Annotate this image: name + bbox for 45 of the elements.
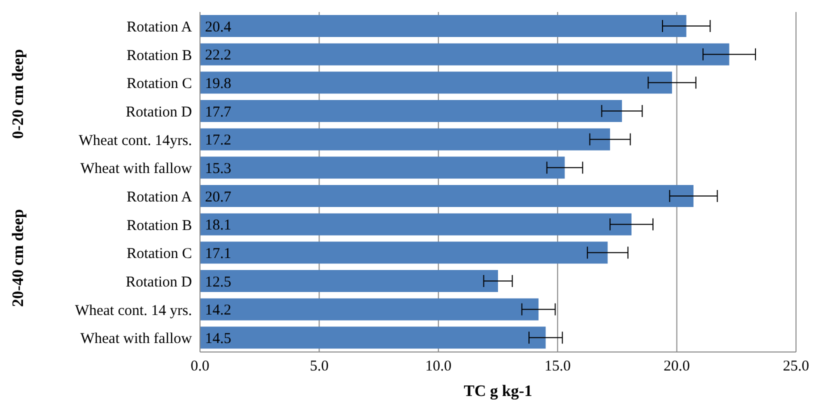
data-label: 12.5 — [205, 274, 232, 290]
x-tick-label: 0.0 — [190, 358, 210, 375]
x-tick-label: 15.0 — [544, 358, 571, 375]
y-tick-label: Rotation B — [126, 48, 192, 64]
y-tick-label: Wheat with fallow — [80, 161, 192, 178]
text: 0-20 cm deep — [10, 49, 28, 139]
x-tick-label: 20.0 — [664, 358, 690, 375]
data-label: 22.2 — [205, 48, 232, 64]
data-label: 18.1 — [205, 218, 232, 234]
bar — [200, 72, 672, 94]
bar — [200, 156, 565, 179]
y-tick-label: Wheat cont. 14 yrs. — [74, 302, 192, 319]
y-tick-label: Rotation A — [126, 19, 192, 36]
data-label: 14.5 — [205, 330, 232, 347]
x-tick-label: 25.0 — [782, 358, 810, 375]
bar — [200, 100, 622, 122]
x-tick-label: 5.0 — [310, 358, 329, 375]
bar — [200, 15, 686, 37]
y-tick-label: Rotation D — [126, 274, 192, 290]
bar — [200, 213, 632, 236]
x-axis-title: TC g kg-1 — [464, 383, 532, 400]
y-tick-label: Rotation D — [126, 104, 192, 120]
bar — [200, 298, 539, 320]
data-label: 17.2 — [205, 132, 232, 149]
y-tick-label: Rotation A — [126, 189, 192, 206]
data-label: 17.1 — [205, 246, 232, 262]
y-tick-label: Wheat with fallow — [80, 331, 192, 348]
data-label: 15.3 — [205, 160, 232, 177]
bar — [200, 128, 610, 150]
y-tick-label: Wheat cont. 14yrs. — [78, 132, 192, 149]
text: 20-40 cm deep — [10, 209, 28, 307]
bar — [200, 270, 498, 292]
bar — [200, 43, 730, 66]
y-tick-label: Rotation C — [126, 76, 192, 92]
data-label: 20.4 — [205, 19, 232, 36]
y-tick-label: Rotation B — [126, 218, 192, 234]
bar — [200, 185, 694, 207]
data-label: 19.8 — [205, 76, 232, 92]
x-tick-label: 10.0 — [425, 358, 452, 375]
data-label: 20.7 — [205, 189, 232, 206]
bar — [200, 242, 608, 264]
data-label: 17.7 — [205, 104, 232, 120]
bar — [200, 326, 546, 349]
data-label: 14.2 — [205, 302, 232, 319]
y-tick-label: Rotation C — [126, 246, 192, 262]
